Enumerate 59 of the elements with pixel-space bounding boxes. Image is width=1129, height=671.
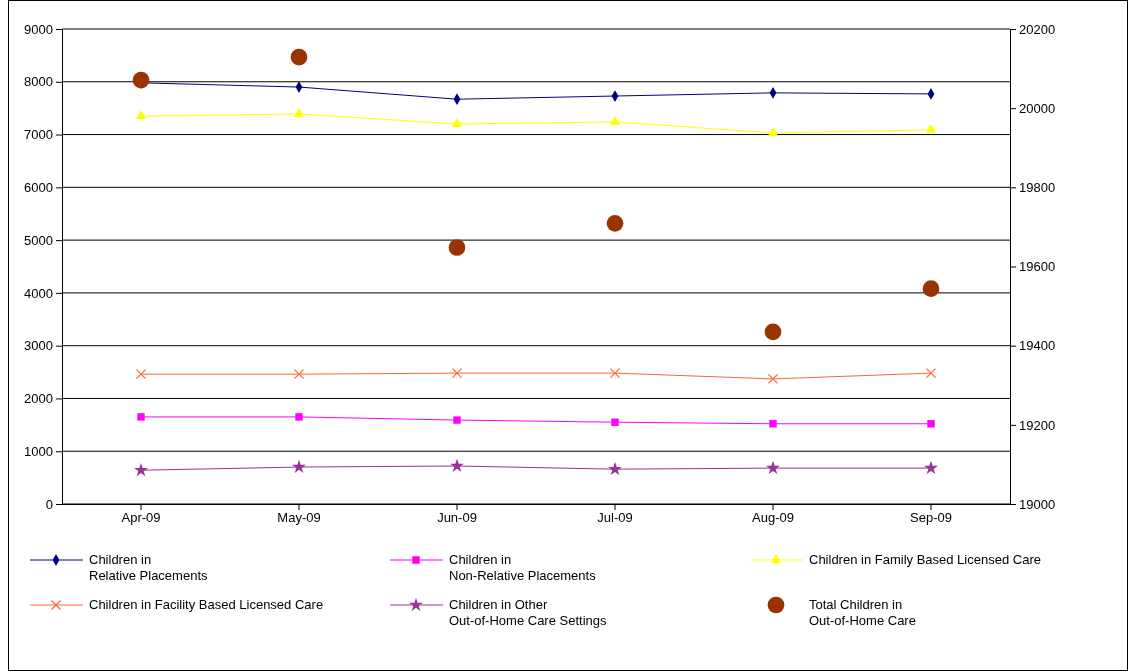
x-tick-label: Jul-09 <box>597 510 633 526</box>
point <box>764 323 782 341</box>
point <box>927 420 935 428</box>
x-tick-label: Sep-09 <box>910 510 952 526</box>
point <box>134 462 148 477</box>
y-tick-label: 5000 <box>24 232 53 248</box>
y-tick-label: 4000 <box>24 285 53 301</box>
point <box>453 416 461 424</box>
y2-tick-label: 20000 <box>1019 100 1056 116</box>
point <box>611 418 619 426</box>
y2-tick-label: 20200 <box>1019 21 1056 37</box>
point <box>924 460 938 475</box>
y-tick-label: 0 <box>45 496 53 512</box>
point <box>137 413 145 421</box>
point <box>925 367 937 379</box>
x-tick-label: Jun-09 <box>437 510 477 526</box>
point <box>922 280 940 298</box>
point <box>135 369 147 380</box>
point <box>132 71 150 89</box>
legend-label: Children in Non-Relative Placements <box>449 552 597 583</box>
y2-tick-label: 19000 <box>1019 496 1056 512</box>
x-tick-label: Apr-09 <box>121 510 161 526</box>
y-tick-label: 9000 <box>24 21 53 37</box>
legend-label: Total Children in Out-of-Home Care <box>809 597 916 628</box>
point <box>767 127 779 136</box>
legend-label: Children in Family Based Licensed Care <box>809 552 1041 567</box>
point <box>290 48 308 66</box>
y-tick-label: 3000 <box>24 338 53 354</box>
legend-label: Children in Relative Placements <box>89 552 208 583</box>
y2-tick-label: 19800 <box>1019 179 1056 195</box>
point <box>766 460 780 475</box>
point <box>448 239 466 256</box>
point <box>451 367 463 379</box>
point <box>608 461 622 476</box>
legend-label: Children in Facility Based Licensed Care <box>89 597 324 612</box>
y-tick-label: 7000 <box>24 127 53 143</box>
y-tick-label: 1000 <box>24 443 53 459</box>
x-tick-label: May-09 <box>277 510 321 526</box>
point <box>295 413 303 421</box>
point <box>292 459 306 473</box>
point <box>609 116 621 125</box>
y2-tick-label: 19600 <box>1019 259 1056 275</box>
point <box>135 110 147 120</box>
x-tick-label: Aug-09 <box>752 510 794 526</box>
legend-label: Children in Other Out-of-Home Care Settings <box>449 597 607 628</box>
y2-tick-label: 19400 <box>1019 338 1056 354</box>
point <box>925 123 937 133</box>
point <box>450 458 464 472</box>
y2-tick-label: 19200 <box>1019 417 1056 433</box>
point <box>767 373 779 385</box>
point <box>451 118 463 127</box>
point <box>606 215 624 232</box>
point <box>769 420 777 428</box>
y-tick-label: 8000 <box>24 74 53 90</box>
point <box>293 108 305 117</box>
y-tick-label: 2000 <box>24 391 53 407</box>
y-tick-label: 6000 <box>24 179 53 195</box>
point <box>293 369 305 380</box>
point <box>609 367 621 379</box>
